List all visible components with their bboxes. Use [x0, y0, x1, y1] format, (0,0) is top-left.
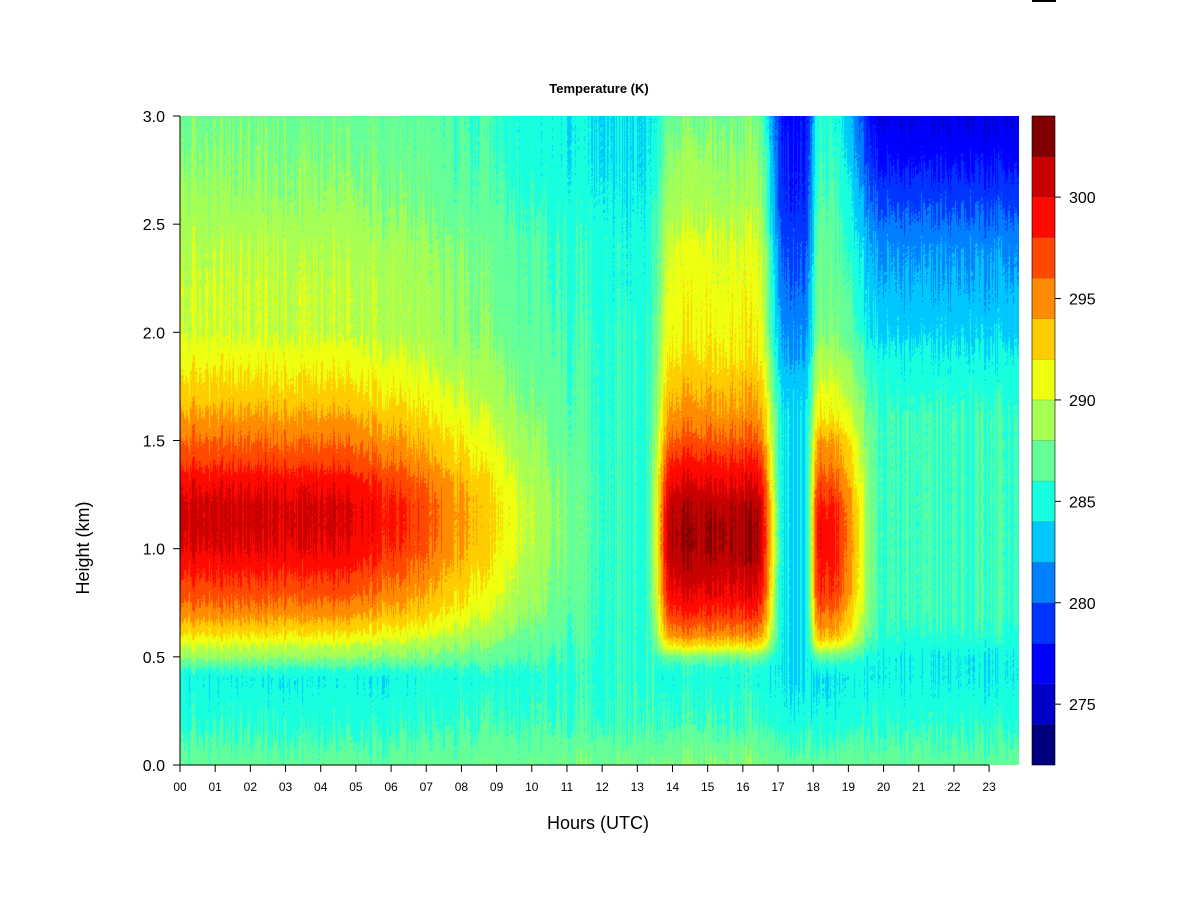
colorbar-frame	[1031, 115, 1056, 766]
x-tick-label: 14	[666, 780, 680, 794]
colorbar-swatch	[1032, 562, 1055, 603]
colorbar-swatch	[1032, 197, 1055, 238]
colorbar-tick-label: 285	[1069, 494, 1096, 511]
x-tick-label: 20	[877, 780, 891, 794]
y-tick-label: 0.0	[143, 758, 165, 775]
x-tick-label: 03	[279, 780, 293, 794]
colorbar-tick-label: 300	[1069, 190, 1096, 207]
corner-mark	[1032, 0, 1056, 2]
colorbar-swatch	[1032, 116, 1055, 157]
x-tick-label: 04	[314, 780, 328, 794]
y-axis: 0.0 0.5 1.0 1.5 2.0 2.5 3.0	[143, 109, 181, 775]
colorbar-tick-label: 275	[1069, 697, 1096, 714]
colorbar-swatch	[1032, 156, 1055, 198]
x-tick-label: 10	[525, 780, 539, 794]
x-axis: 00 01 02 03 04 05 06 07 08 09 10 11 12 13 14 15 16 17 18 19…	[173, 764, 996, 794]
x-tick-label: 01	[208, 780, 222, 794]
y-tick-label: 3.0	[143, 109, 165, 126]
x-tick-label: 23	[982, 780, 996, 794]
colorbar-swatch	[1032, 399, 1055, 441]
x-tick-label: 13	[631, 780, 645, 794]
colorbar-tick-label: 290	[1069, 393, 1096, 410]
colorbar-swatch	[1032, 278, 1055, 319]
colorbar: 275 280 285 290 295 300	[1031, 115, 1096, 766]
y-tick-label: 2.5	[143, 217, 165, 234]
x-tick-label: 02	[244, 780, 258, 794]
colorbar-swatch	[1032, 359, 1055, 400]
chart-title: Temperature (K)	[549, 81, 648, 96]
x-axis-label: Hours (UTC)	[547, 813, 649, 833]
colorbar-swatch	[1032, 602, 1055, 644]
temperature-field-image	[180, 116, 1019, 765]
colorbar-swatch	[1032, 440, 1055, 482]
colorbar-tick-label: 295	[1069, 292, 1096, 309]
y-tick-label: 1.0	[143, 542, 165, 559]
x-tick-label: 00	[173, 780, 187, 794]
x-tick-label: 08	[455, 780, 469, 794]
x-tick-label: 06	[384, 780, 398, 794]
plot-area	[180, 116, 1019, 765]
x-tick-label: 07	[420, 780, 434, 794]
x-tick-label: 16	[736, 780, 750, 794]
y-tick-label: 0.5	[143, 650, 165, 667]
x-tick-label: 21	[912, 780, 926, 794]
colorbar-swatch	[1032, 318, 1055, 360]
colorbar-swatch	[1032, 521, 1055, 563]
y-axis-label: Height (km)	[73, 501, 93, 594]
x-tick-label: 17	[771, 780, 785, 794]
x-tick-label: 18	[807, 780, 821, 794]
x-tick-label: 09	[490, 780, 504, 794]
x-tick-label: 15	[701, 780, 715, 794]
y-tick-label: 2.0	[143, 325, 165, 342]
x-tick-label: 22	[947, 780, 961, 794]
x-tick-label: 11	[561, 780, 574, 794]
colorbar-swatch	[1032, 683, 1055, 725]
y-tick-label: 1.5	[143, 434, 165, 451]
colorbar-swatch	[1032, 237, 1055, 279]
x-tick-label: 19	[842, 780, 856, 794]
colorbar-tick-label: 280	[1069, 596, 1096, 613]
colorbar-swatch	[1032, 643, 1055, 684]
x-tick-label: 05	[349, 780, 363, 794]
colorbar-swatch	[1032, 481, 1055, 522]
x-tick-label: 12	[595, 780, 609, 794]
colorbar-swatch	[1032, 724, 1055, 765]
